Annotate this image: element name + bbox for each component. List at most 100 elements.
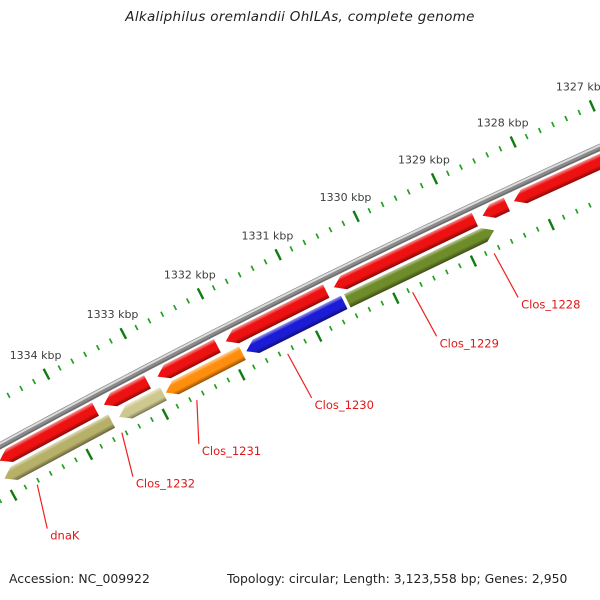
kbp-minor-tick-outer bbox=[95, 344, 101, 351]
kbp-minor-tick-inner bbox=[561, 214, 566, 220]
kbp-major-tick-inner bbox=[85, 448, 94, 461]
kbp-minor-tick-outer bbox=[406, 189, 411, 195]
kbp-minor-tick-outer bbox=[445, 170, 450, 177]
kbp-major-tick-outer bbox=[352, 210, 360, 223]
kbp-minor-tick-inner bbox=[341, 319, 346, 325]
kbp-minor-tick-inner bbox=[419, 281, 423, 287]
kbp-minor-tick-outer bbox=[302, 239, 307, 246]
kbp-minor-tick-outer bbox=[57, 365, 62, 371]
kbp-minor-tick-inner bbox=[74, 457, 78, 463]
kbp-label: 1332 kbp bbox=[164, 268, 216, 281]
kbp-minor-tick-inner bbox=[0, 498, 3, 504]
kbp-minor-tick-inner bbox=[150, 416, 154, 423]
kbp-minor-tick-outer bbox=[263, 258, 268, 265]
kbp-minor-tick-inner bbox=[23, 484, 28, 490]
gene-arrow bbox=[103, 375, 151, 407]
kbp-minor-tick-inner bbox=[367, 306, 372, 313]
kbp-minor-tick-outer bbox=[134, 324, 139, 331]
gene-arrow-Clos_1229 bbox=[344, 228, 495, 308]
accession-text: Accession: NC_009922 bbox=[9, 571, 150, 586]
kbp-minor-tick-inner bbox=[380, 300, 385, 306]
kbp-label: 1331 kbp bbox=[242, 229, 294, 242]
kbp-minor-tick-outer bbox=[224, 278, 229, 285]
backbone-shadow bbox=[0, 149, 600, 450]
kbp-minor-tick-outer bbox=[211, 284, 216, 291]
kbp-minor-tick-inner bbox=[290, 344, 295, 351]
gene-leader-line bbox=[493, 253, 519, 298]
gene-arrow-Clos_1232 bbox=[119, 387, 167, 419]
kbp-minor-tick-outer bbox=[367, 207, 372, 214]
kbp-minor-tick-inner bbox=[213, 383, 218, 390]
kbp-minor-tick-inner bbox=[483, 250, 488, 257]
kbp-minor-tick-outer bbox=[459, 164, 463, 170]
kbp-major-tick-outer bbox=[509, 136, 517, 148]
kbp-minor-tick-inner bbox=[303, 338, 308, 344]
kbp-minor-tick-outer bbox=[380, 201, 385, 208]
gene-arrow-Clos_1231 bbox=[165, 346, 246, 395]
kbp-minor-tick-outer bbox=[289, 246, 294, 252]
kbp-major-tick-inner bbox=[161, 408, 170, 421]
gene-arrow-Clos_1230 bbox=[246, 295, 348, 353]
kbp-minor-tick-outer bbox=[537, 127, 542, 134]
kbp-minor-tick-inner bbox=[496, 244, 501, 251]
genome-stats-text: Topology: circular; Length: 3,123,558 bp… bbox=[227, 571, 568, 586]
kbp-minor-tick-inner bbox=[509, 238, 514, 244]
kbp-label: 1330 kbp bbox=[320, 191, 372, 204]
kbp-minor-tick-inner bbox=[137, 423, 142, 429]
kbp-minor-tick-inner bbox=[588, 202, 592, 208]
kbp-major-tick-outer bbox=[42, 368, 51, 380]
kbp-minor-tick-inner bbox=[48, 470, 53, 476]
gene-leader-line bbox=[287, 353, 313, 399]
gene-arrow bbox=[225, 284, 330, 344]
gene-leader-line bbox=[196, 400, 200, 445]
kbp-label: 1327 kbp bbox=[556, 80, 600, 93]
kbp-major-tick-outer bbox=[588, 99, 596, 112]
kbp-minor-tick-outer bbox=[185, 298, 190, 304]
kbp-minor-tick-inner bbox=[111, 436, 116, 443]
kbp-label: 1333 kbp bbox=[87, 308, 139, 321]
genome-backbone bbox=[0, 143, 600, 450]
kbp-minor-tick-outer bbox=[108, 338, 113, 344]
kbp-minor-tick-outer bbox=[419, 182, 424, 189]
gene-arrow bbox=[513, 153, 600, 204]
gene-label-Clos_1230: Clos_1230 bbox=[315, 398, 374, 412]
kbp-minor-tick-outer bbox=[31, 378, 37, 385]
kbp-minor-tick-inner bbox=[277, 351, 282, 357]
kbp-minor-tick-inner bbox=[457, 263, 462, 269]
kbp-major-tick-inner bbox=[238, 368, 246, 381]
kbp-minor-tick-inner bbox=[226, 377, 231, 383]
gene-arrow bbox=[333, 212, 478, 290]
gene-arrow-Clos_1228 bbox=[482, 197, 510, 218]
kbp-minor-tick-inner bbox=[175, 403, 180, 409]
kbp-minor-tick-outer bbox=[6, 392, 11, 399]
kbp-minor-tick-outer bbox=[173, 304, 178, 311]
kbp-minor-tick-outer bbox=[83, 351, 88, 358]
gene-leader-line bbox=[36, 484, 48, 529]
kbp-minor-tick-outer bbox=[315, 233, 320, 239]
gene-arrow bbox=[157, 339, 221, 379]
kbp-minor-tick-outer bbox=[551, 121, 555, 128]
kbp-minor-tick-inner bbox=[354, 313, 359, 319]
kbp-minor-tick-outer bbox=[524, 133, 529, 140]
gene-label-Clos_1232: Clos_1232 bbox=[136, 477, 195, 491]
kbp-minor-tick-outer bbox=[328, 226, 333, 233]
kbp-major-tick-inner bbox=[469, 255, 478, 267]
kbp-major-tick-inner bbox=[392, 292, 400, 305]
kbp-minor-tick-inner bbox=[188, 397, 193, 403]
kbp-minor-tick-outer bbox=[70, 358, 75, 364]
kbp-minor-tick-inner bbox=[252, 364, 256, 370]
backbone-highlight bbox=[0, 144, 600, 445]
kbp-minor-tick-inner bbox=[574, 208, 579, 214]
kbp-label: 1328 kbp bbox=[477, 117, 529, 130]
kbp-minor-tick-outer bbox=[485, 151, 490, 158]
kbp-minor-tick-outer bbox=[393, 195, 398, 201]
gene-arrow-dnaK bbox=[4, 414, 116, 480]
gene-leader-line bbox=[121, 432, 134, 477]
kbp-label: 1334 kbp bbox=[10, 349, 62, 362]
kbp-minor-tick-inner bbox=[328, 325, 333, 332]
kbp-minor-tick-outer bbox=[147, 318, 152, 324]
kbp-minor-tick-inner bbox=[124, 430, 129, 436]
kbp-minor-tick-inner bbox=[200, 390, 205, 396]
